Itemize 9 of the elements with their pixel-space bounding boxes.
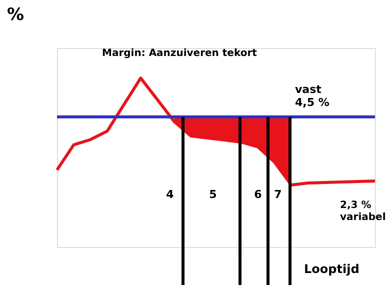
annotation: vast 4,5 % [295,83,330,109]
annotation: 4 [166,188,174,201]
annotation: 2,3 % variabel [340,200,386,223]
y-axis-title: % [7,5,24,25]
annotation: 5 [209,188,217,201]
annotation: 7 [274,188,282,201]
annotation: 6 [254,188,262,201]
text: Margin: Aanzuiveren tekort [102,48,258,59]
x-axis-title: Looptijd [304,262,360,276]
